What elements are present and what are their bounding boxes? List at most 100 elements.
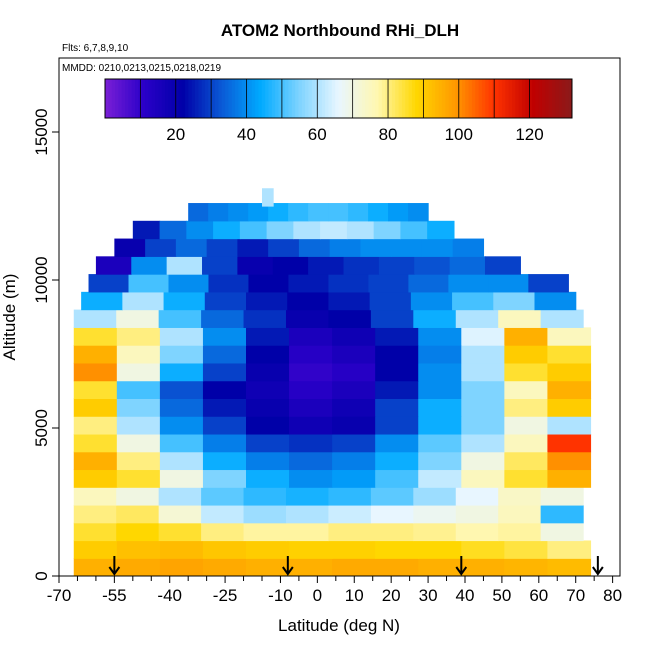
colorbar-tick-label: 100 xyxy=(445,125,473,144)
heat-cell xyxy=(421,238,454,257)
colorbar-swatch xyxy=(428,79,433,118)
chart-subtitle: Flts: 6,7,8,9,10 xyxy=(62,43,129,54)
heat-cell xyxy=(418,469,462,488)
colorbar-swatch xyxy=(271,79,276,118)
heat-cell xyxy=(375,451,419,471)
heat-cell xyxy=(288,203,309,222)
colorbar-tick-label: 20 xyxy=(166,125,185,144)
colorbar-swatch xyxy=(228,79,233,118)
heat-cell xyxy=(504,416,549,435)
colorbar-swatch xyxy=(265,79,269,118)
heat-cell xyxy=(202,469,247,488)
colorbar-swatch xyxy=(115,79,119,118)
heat-cell xyxy=(373,220,401,240)
heat-cell xyxy=(116,558,161,576)
x-tick-label: -40 xyxy=(157,586,182,605)
heat-cell xyxy=(400,220,428,240)
heat-cell xyxy=(547,327,592,346)
heat-cell xyxy=(418,327,462,346)
heat-cell xyxy=(289,540,333,559)
heat-cell xyxy=(484,256,521,275)
heat-cell xyxy=(308,256,345,275)
colorbar-swatch xyxy=(375,79,380,118)
heat-cell xyxy=(368,203,389,222)
heat-cell xyxy=(272,256,309,275)
heat-cell xyxy=(166,256,203,275)
heat-cell xyxy=(88,274,130,293)
heat-cell xyxy=(246,451,290,471)
colorbar-swatch xyxy=(475,79,480,118)
heat-cell xyxy=(289,416,333,435)
heat-cell xyxy=(116,504,160,524)
colorbar-swatch xyxy=(111,79,116,118)
heat-cell xyxy=(328,203,349,222)
colorbar-swatch xyxy=(335,79,339,118)
heat-cell xyxy=(285,309,330,328)
heat-cell xyxy=(547,451,592,471)
heat-cell xyxy=(168,274,210,293)
x-axis: -70 -55 -40 -25 -10 0 10 20 30 40 50 60 70 80 xyxy=(47,576,622,605)
colorbar-swatch xyxy=(175,79,179,118)
heat-cell xyxy=(202,380,247,399)
colorbar-swatch xyxy=(231,79,236,118)
heat-cell xyxy=(175,238,208,257)
heat-cell xyxy=(243,522,287,542)
heat-cell xyxy=(408,203,429,222)
heat-cell xyxy=(332,558,376,576)
heat-cell xyxy=(202,327,247,346)
heat-cell xyxy=(73,309,117,328)
colorbar-swatch xyxy=(311,79,316,118)
heat-cell xyxy=(547,398,592,417)
colorbar-swatch xyxy=(551,79,556,118)
colorbar-swatch xyxy=(218,79,223,118)
heat-cell xyxy=(246,469,290,488)
colorbar-swatch xyxy=(248,79,253,118)
heat-cell xyxy=(504,540,549,559)
colorbar-swatch xyxy=(415,79,420,118)
heat-cell xyxy=(202,398,247,417)
x-tick-label: 50 xyxy=(492,586,511,605)
heat-cell xyxy=(332,540,376,559)
heat-cell xyxy=(375,433,419,453)
colorbar-swatch xyxy=(241,79,246,118)
heat-cell xyxy=(332,327,376,346)
colorbar-swatch xyxy=(331,79,336,118)
heat-cell xyxy=(73,451,118,471)
heat-cell xyxy=(375,327,419,346)
colorbar-tick-label: 120 xyxy=(515,125,543,144)
colorbar-swatch xyxy=(418,79,423,118)
colorbar-swatch xyxy=(485,79,490,118)
heat-cell xyxy=(73,416,118,435)
heat-cell xyxy=(369,291,412,311)
heat-cell xyxy=(73,345,118,364)
heat-cell xyxy=(289,362,333,382)
heat-cell xyxy=(81,291,123,311)
x-tick-label: -25 xyxy=(213,586,238,605)
colorbar-swatch xyxy=(561,79,566,118)
colorbar-swatch xyxy=(478,79,483,118)
heat-cell xyxy=(540,487,584,506)
heat-cell xyxy=(410,291,453,311)
x-tick-label: 30 xyxy=(419,586,438,605)
heat-cell xyxy=(159,451,204,471)
colorbar-swatch xyxy=(508,79,513,118)
heat-cell xyxy=(73,487,117,506)
heat-cell xyxy=(375,380,419,399)
y-axis: 0 5000 10000 15000 xyxy=(32,108,59,581)
heat-cell xyxy=(493,291,536,311)
heat-cell xyxy=(413,309,457,328)
colorbar-swatch xyxy=(211,79,216,118)
heat-cell xyxy=(320,220,348,240)
colorbar-swatch xyxy=(325,79,329,118)
colorbar-swatch xyxy=(261,79,266,118)
colorbar-swatch xyxy=(198,79,203,118)
heat-cell xyxy=(186,220,214,240)
heatmap-layer xyxy=(73,188,592,576)
heat-cell xyxy=(488,274,529,293)
colorbar-swatch xyxy=(371,79,376,118)
heat-cell xyxy=(328,487,372,506)
heat-cell xyxy=(201,487,245,506)
colorbar-swatch xyxy=(185,79,189,118)
colorbar-swatch xyxy=(528,79,533,118)
heat-cell xyxy=(268,203,289,222)
